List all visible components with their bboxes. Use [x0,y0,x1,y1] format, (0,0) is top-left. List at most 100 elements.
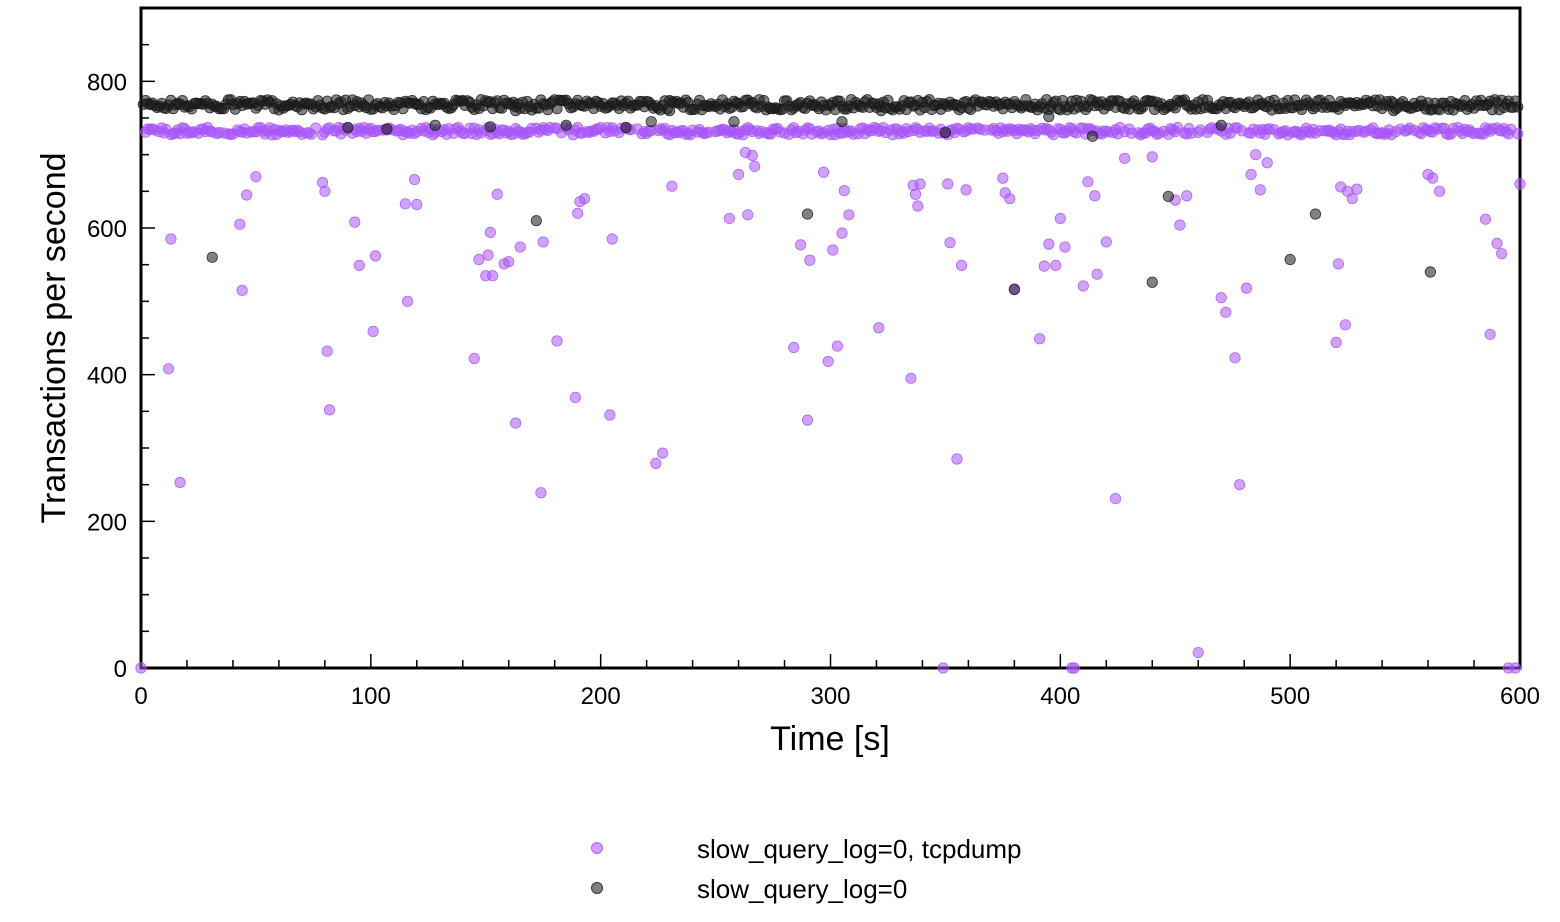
point-tcpdump [468,352,480,365]
point-tcpdump [1059,241,1071,253]
point-tcpdump [905,372,917,384]
point-tcpdump [804,254,816,266]
point-tcpdump [838,185,850,197]
point-tcpdump [572,207,584,219]
point-tcpdump [742,209,754,221]
point-tcpdump [1261,157,1273,169]
point-tcpdump [1082,176,1094,188]
point-tcpdump [1245,168,1257,181]
point-tcpdump [369,250,382,262]
point-default [939,127,952,139]
y-tick-label: 600 [87,216,127,243]
point-tcpdump [944,237,956,249]
point-tcpdump [951,453,963,465]
point-tcpdump [1427,172,1439,184]
point-tcpdump [1034,333,1046,345]
point-tcpdump [349,216,361,228]
point-tcpdump [402,295,414,307]
point-tcpdump [537,236,549,248]
point-default [1086,130,1099,142]
point-default [1309,208,1322,220]
x-axis-title: Time [s] [770,720,890,758]
point-tcpdump [746,149,758,161]
point-tcpdump [914,178,926,190]
y-axis-title: Transactions per second [35,152,73,523]
point-tcpdump [795,239,807,251]
point-tcpdump [1514,178,1526,190]
point-tcpdump [723,212,735,225]
point-tcpdump [1089,190,1101,202]
point-tcpdump [912,200,924,212]
point-tcpdump [1068,662,1080,674]
x-tick-label: 600 [1500,683,1540,710]
point-tcpdump [657,447,669,459]
point-tcpdump [1192,646,1204,659]
point-tcpdump [827,244,839,256]
point-tcpdump [353,259,365,271]
point-tcpdump [604,409,616,421]
point-default [875,105,887,117]
point-tcpdump [473,253,485,266]
point-tcpdump [569,391,581,403]
point-tcpdump [955,259,968,271]
y-tick-label: 800 [87,69,127,96]
point-tcpdump-band [1512,128,1524,140]
point-tcpdump [1215,292,1227,304]
point-default-band [1512,101,1524,113]
point-tcpdump [801,414,814,426]
point-tcpdump [1339,319,1351,331]
tick-labels: 0 100 200 300 400 500 600 0 200 400 600 800 [87,69,1540,710]
point-tcpdump [1250,149,1262,161]
point-tcpdump [831,340,843,352]
point-tcpdump [503,256,515,268]
point-tcpdump [1234,479,1246,491]
x-tick-label: 400 [1040,683,1080,710]
point-tcpdump [1077,280,1089,292]
point-tcpdump [1484,328,1496,340]
point-default [429,119,441,131]
point-tcpdump [323,404,336,416]
point-tcpdump [1174,219,1186,231]
point-tcpdump [162,363,175,375]
point-tcpdump [408,174,421,186]
point-tcpdump [1119,152,1131,164]
point-tcpdump [535,487,547,499]
x-tick-label: 0 [134,683,147,710]
point-default [1284,253,1296,266]
point-tcpdump [250,171,262,183]
point-tcpdump [650,457,662,469]
point-tcpdump [942,178,954,190]
legend-marker-tcpdump [591,842,603,854]
point-tcpdump [1091,268,1103,280]
point-tcpdump [1351,183,1363,195]
point-tcpdump [836,227,848,239]
point-default [1162,190,1174,203]
point-tcpdump [1330,336,1342,348]
point-default [381,123,393,135]
point-tcpdump [399,198,411,210]
point-default [1387,105,1400,117]
point-default [645,116,657,128]
legend-label-tcpdump: slow_query_log=0, tcpdump [697,834,1021,864]
point-tcpdump [1509,662,1522,674]
point-tcpdump [321,345,333,357]
point-tcpdump [1109,492,1122,505]
legend-label-default: slow_query_log=0 [697,874,907,904]
point-tcpdump [1220,306,1232,318]
point-tcpdump [234,218,246,230]
point-tcpdump [1146,151,1158,163]
point-default [1008,283,1020,296]
point-default [801,208,814,220]
point-tcpdump [1332,258,1345,270]
point-tcpdump [551,335,563,347]
y-tick-label: 0 [114,656,127,683]
point-tcpdump [1491,237,1503,249]
point-default [206,251,218,263]
point-tcpdump [749,160,761,172]
point-default [1215,119,1227,131]
point-tcpdump [165,233,177,245]
point-tcpdump [236,284,248,296]
point-tcpdump [822,355,834,368]
point-default [836,116,848,128]
point-default [1043,110,1055,123]
